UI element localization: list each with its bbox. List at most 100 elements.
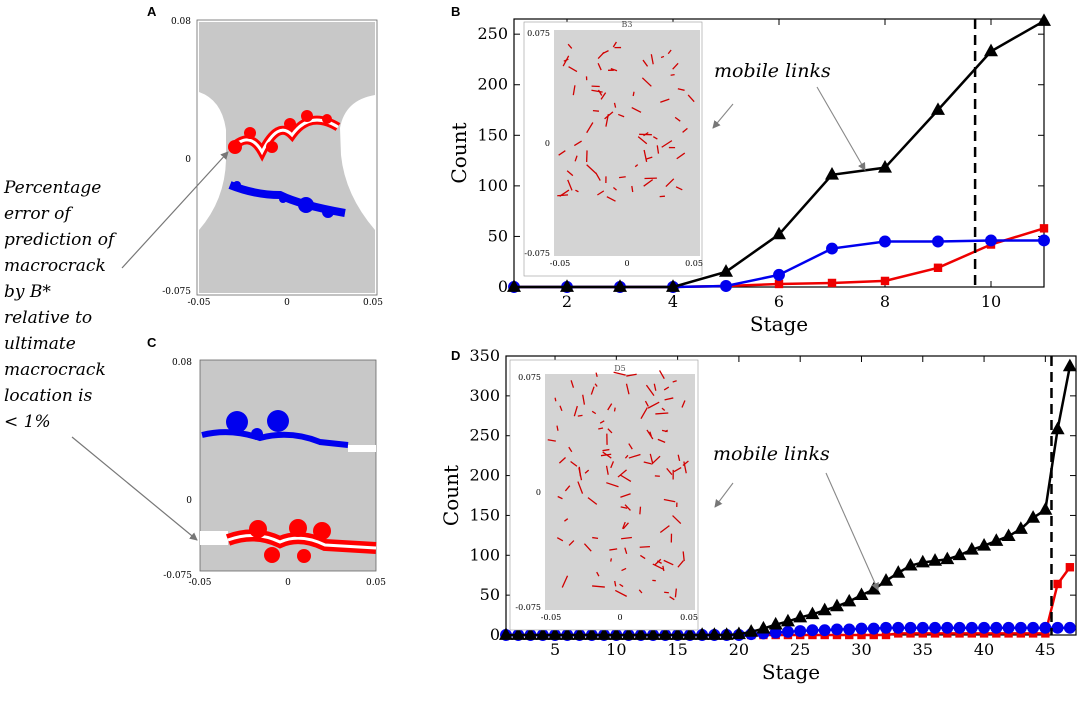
panel-label-b: B [451,4,460,19]
chart-b-ytick-label: 250 [477,24,508,43]
chart-b-inset-mobile-link [593,111,599,112]
specimen-c-xtick: -0.05 [188,578,211,588]
specimen-a-red-grain [228,140,242,154]
chart-b-x-axis-label: Stage [750,312,808,336]
panel-label-c: C [147,335,157,350]
specimen-a-red-grain [266,141,278,153]
annotation-line: location is [4,386,93,406]
chart-d-inset-mobile-link [655,413,668,414]
chart-d-point-circle [868,623,880,635]
annotation-line: < 1% [4,412,51,432]
chart-d-inset-mobile-link [640,547,650,548]
specimen-a-red-grain [322,114,332,124]
panel-label-a: A [147,4,157,19]
chart-d-ytick-label: 350 [469,346,500,365]
specimen-panel-a: 0.08 0 -0.075 -0.05 0 0.05 [162,17,383,308]
annotation-line: Percentage [3,178,101,198]
chart-d-inset-mobile-link [675,589,676,598]
chart-b-inset-title: B3 [622,20,633,29]
chart-d-xtick-label: 40 [974,640,994,659]
annotation-line: macrocrack [4,360,106,380]
annotation-line: by B* [4,282,51,302]
chart-d-ytick-label: 50 [480,585,500,604]
chart-b-mobile-links-label: mobile links [714,60,831,82]
specimen-c-blue-grain [226,411,248,433]
chart-d-inset-mobile-link [578,415,583,416]
chart-b-point-circle [1038,235,1050,247]
specimen-c-notch-left [200,531,228,545]
chart-d-xtick-label: 20 [729,640,749,659]
chart-d-point-circle [1027,622,1039,634]
specimen-a-blue-grain [298,197,314,213]
chart-d-xtick-label: 45 [1035,640,1055,659]
chart-d-point-circle [917,622,929,634]
chart-d-ytick-label: 200 [469,466,500,485]
chart-d-inset-ytick: -0.075 [515,603,541,612]
chart-b-ytick-label: 0 [498,277,508,296]
specimen-a-notch-right [347,120,375,128]
chart-b-inset-mobile-link [632,186,633,192]
chart-b-point-circle [826,243,838,255]
chart-d-point-circle [978,622,990,634]
chart-b-ytick-label: 200 [477,75,508,94]
chart-d-ytick-label: 100 [469,545,500,564]
specimen-a-red-grain [301,110,313,122]
chart-b-inset-xtick: 0.05 [685,259,703,268]
chart-d-inset-mobile-link [611,558,612,561]
chart-d-ytick-label: 250 [469,426,500,445]
chart-b-inset-mobile-link [671,75,675,76]
chart-d-inset-mobile-link [598,428,603,429]
chart-d-y-axis-label: Count [439,465,463,526]
chart-d-inset-mobile-link [640,507,641,515]
annotation-line: macrocrack [4,256,106,276]
specimen-c-red-grain [249,520,267,538]
specimen-a-xtick: -0.05 [187,298,210,308]
chart-d-xtick-label: 10 [606,640,626,659]
specimen-c-blue-grain [251,428,263,440]
annotation-line: prediction of [4,230,117,250]
chart-d-point-circle [794,625,806,637]
chart-b-inset-xtick: 0 [624,259,629,268]
specimen-c-red-grain [313,522,331,540]
chart-b-inset-ytick: -0.075 [524,249,550,258]
chart-d-point-circle [856,623,868,635]
chart-d-point-circle [1052,622,1064,634]
chart-d-inset-title: D5 [614,364,626,373]
chart-d-point-circle [929,622,941,634]
specimen-a-red-grain [284,118,296,130]
chart-b-point-circle [985,235,997,247]
chart-d-ytick-label: 150 [469,505,500,524]
chart-d-inset-mobile-link [555,398,556,402]
annotation-arrow-c [72,437,197,540]
chart-d-point-circle [941,622,953,634]
chart-b-inset-mobile-link [633,92,634,96]
chart-b-inset-mobile-link [619,177,626,178]
chart-d-x-axis-label: Stage [762,660,820,684]
chart-b-point-square [828,279,836,287]
chart-b-point-square [881,277,889,285]
annotation-line: error of [4,204,73,224]
chart-d-point-circle [892,622,904,634]
specimen-panel-c: 0.08 0 -0.075 -0.05 0 0.05 [163,358,386,588]
chart-b-inset-ytick: 0.075 [527,29,550,38]
chart-d-point-circle [990,622,1002,634]
chart-d-point-circle [966,622,978,634]
specimen-c-notch-right [348,445,376,452]
chart-d-xtick-label: 5 [550,640,560,659]
chart-d-point-square [1053,580,1061,588]
chart-b-point-circle [932,236,944,248]
chart-d-point-circle [954,622,966,634]
chart-d-point-circle [807,624,819,636]
chart-d-point-circle [1039,622,1051,634]
specimen-c-ytick: 0 [186,496,192,506]
annotation-line: ultimate [4,334,76,354]
chart-b-xtick-label: 10 [981,292,1001,311]
chart-d-point-circle [843,623,855,635]
chart-d-point-circle [819,624,831,636]
chart-d-ytick-label: 300 [469,386,500,405]
chart-b-point-square [775,280,783,288]
chart-d-point-circle [905,622,917,634]
specimen-c-red-grain [289,519,307,537]
chart-d-inset-ytick: 0.075 [518,373,541,382]
